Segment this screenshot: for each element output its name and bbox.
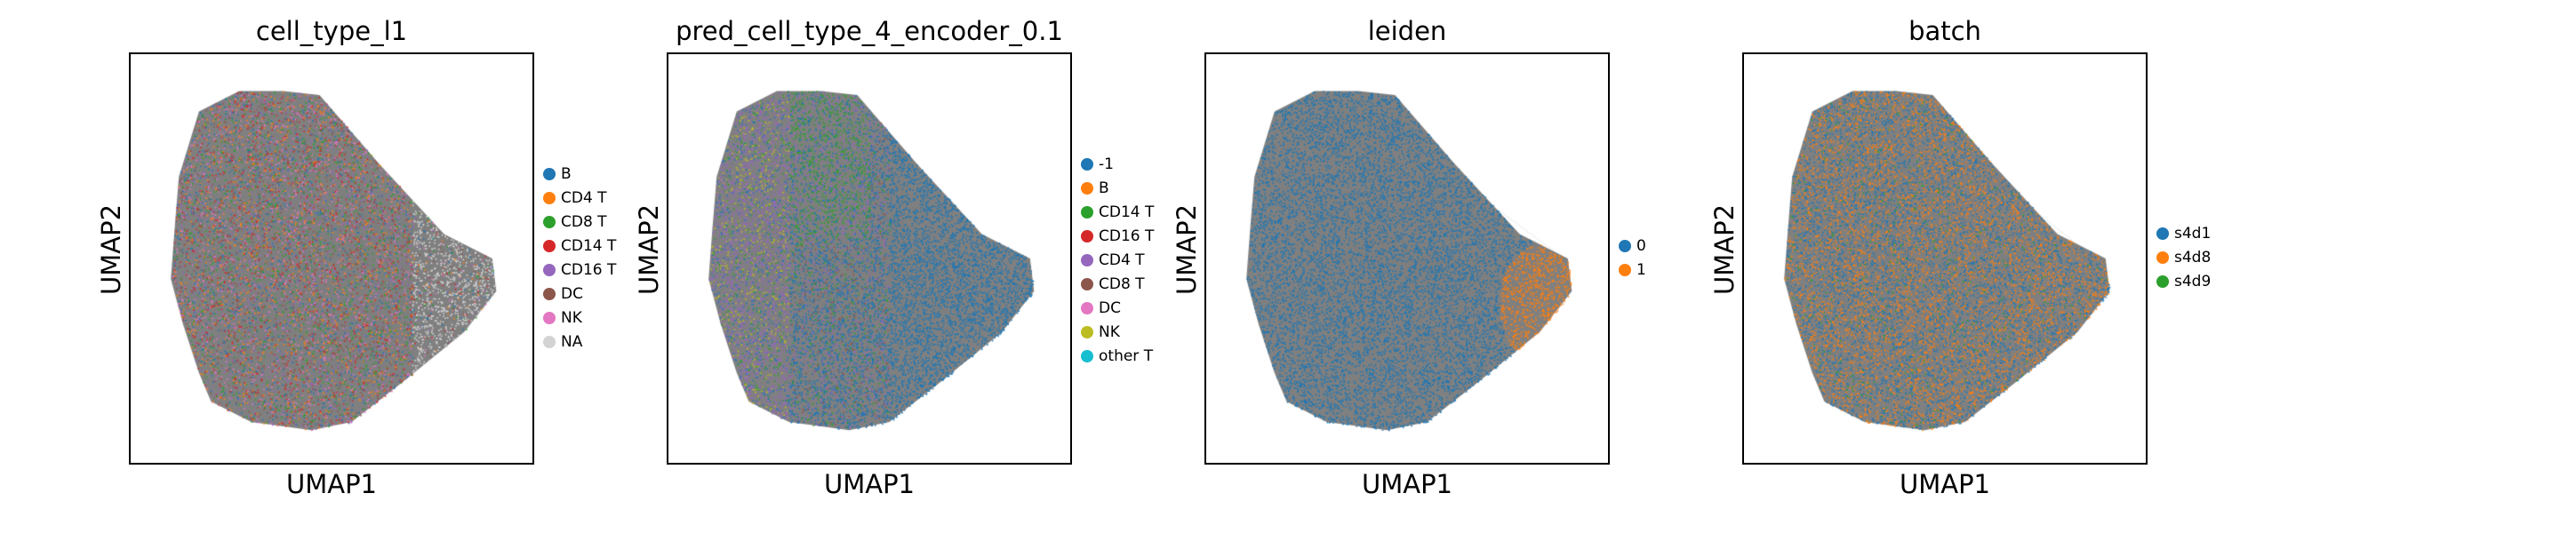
legend-item: B <box>543 163 572 186</box>
legend-label: NA <box>561 333 583 351</box>
legend-marker <box>543 288 556 300</box>
legend-marker <box>2156 251 2169 264</box>
legend-marker <box>543 216 556 228</box>
chart-title: pred_cell_type_4_encoder_0.1 <box>676 16 1063 46</box>
umap-scatter <box>131 54 532 463</box>
legend-label: 1 <box>1636 261 1646 279</box>
plot-area <box>1204 52 1610 465</box>
y-axis-label: UMAP2 <box>96 203 126 295</box>
legend-marker <box>2156 275 2169 288</box>
legend-item: CD14 T <box>543 235 616 258</box>
legend-marker <box>1081 326 1093 338</box>
legend-item: CD4 T <box>543 187 607 210</box>
legend-marker <box>1081 350 1093 362</box>
legend-item: s4d8 <box>2156 246 2211 269</box>
umap-scatter <box>668 54 1070 463</box>
legend-label: B <box>561 165 572 183</box>
legend-marker <box>543 240 556 252</box>
legend-label: DC <box>561 285 583 303</box>
legend-label: CD14 T <box>1099 203 1155 221</box>
y-axis-label: UMAP2 <box>634 203 664 295</box>
legend-item: DC <box>1081 297 1121 320</box>
legend-label: CD8 T <box>1099 275 1145 293</box>
legend-label: s4d9 <box>2174 273 2212 290</box>
legend-label: CD4 T <box>1099 251 1145 269</box>
umap-scatter <box>1206 54 1608 463</box>
legend-item: NK <box>1081 321 1120 344</box>
legend-label: CD16 T <box>1099 227 1155 245</box>
legend-marker <box>543 168 556 180</box>
legend-item: other T <box>1081 345 1153 368</box>
legend-marker <box>1081 278 1093 290</box>
plot-area <box>1742 52 2148 465</box>
legend-item: 1 <box>1619 259 1646 282</box>
x-axis-label: UMAP1 <box>823 469 916 499</box>
panel-leiden: leiden UMAP1 UMAP2 0 1 <box>1172 0 1827 533</box>
chart-title: cell_type_l1 <box>255 16 408 46</box>
legend-item: s4d9 <box>2156 270 2211 293</box>
x-axis-label: UMAP1 <box>1361 469 1453 499</box>
legend-item: CD8 T <box>1081 273 1145 296</box>
legend-label: s4d8 <box>2174 249 2212 266</box>
legend-label: CD16 T <box>561 261 617 279</box>
legend-label: NK <box>561 309 582 327</box>
chart-title: leiden <box>1367 16 1447 46</box>
plot-area <box>667 52 1072 465</box>
legend-marker <box>1081 206 1093 219</box>
legend-marker <box>543 312 556 324</box>
legend-item: NK <box>543 306 582 330</box>
legend-item: 0 <box>1619 235 1646 258</box>
legend-item: CD14 T <box>1081 201 1154 224</box>
legend-label: other T <box>1099 347 1154 365</box>
legend-label: CD8 T <box>561 213 607 231</box>
legend-marker <box>1081 230 1093 243</box>
legend-marker <box>1619 240 1631 252</box>
legend-label: DC <box>1099 299 1121 317</box>
chart-title: batch <box>1908 16 1981 46</box>
panel-cell-type-l1: cell_type_l1 UMAP1 UMAP2 B CD4 T CD8 T CD14… <box>96 0 751 533</box>
legend-item: CD4 T <box>1081 249 1145 272</box>
y-axis-label: UMAP2 <box>1709 203 1740 295</box>
legend-item: B <box>1081 177 1109 200</box>
legend-marker <box>1081 158 1093 171</box>
legend-item: CD8 T <box>543 211 607 234</box>
legend-item: CD16 T <box>543 259 616 282</box>
umap-scatter <box>1744 54 2146 463</box>
x-axis-label: UMAP1 <box>285 469 378 499</box>
y-axis-label: UMAP2 <box>1172 203 1202 295</box>
x-axis-label: UMAP1 <box>1899 469 1991 499</box>
legend-item: s4d1 <box>2156 222 2211 245</box>
legend-item: NA <box>543 330 582 354</box>
panel-pred-cell-type: pred_cell_type_4_encoder_0.1 UMAP1 UMAP2… <box>634 0 1289 533</box>
legend-item: DC <box>543 282 583 306</box>
legend-marker <box>1619 264 1631 276</box>
legend-item: -1 <box>1081 153 1114 176</box>
legend-label: -1 <box>1099 155 1114 173</box>
legend-marker <box>2156 227 2169 240</box>
legend-label: CD14 T <box>561 237 617 255</box>
legend-label: CD4 T <box>561 189 607 207</box>
legend-marker <box>1081 302 1093 314</box>
legend-label: NK <box>1099 323 1120 341</box>
panel-batch: batch UMAP1 UMAP2 s4d1 s4d8 s4d9 <box>1709 0 2364 533</box>
legend-label: s4d1 <box>2174 225 2212 243</box>
legend-label: B <box>1099 179 1109 197</box>
legend-marker <box>543 264 556 276</box>
legend-marker <box>1081 182 1093 195</box>
legend-marker <box>543 192 556 204</box>
legend-label: 0 <box>1636 237 1646 255</box>
plot-area <box>129 52 534 465</box>
legend-marker <box>543 336 556 348</box>
legend-marker <box>1081 254 1093 266</box>
legend-item: CD16 T <box>1081 225 1154 248</box>
